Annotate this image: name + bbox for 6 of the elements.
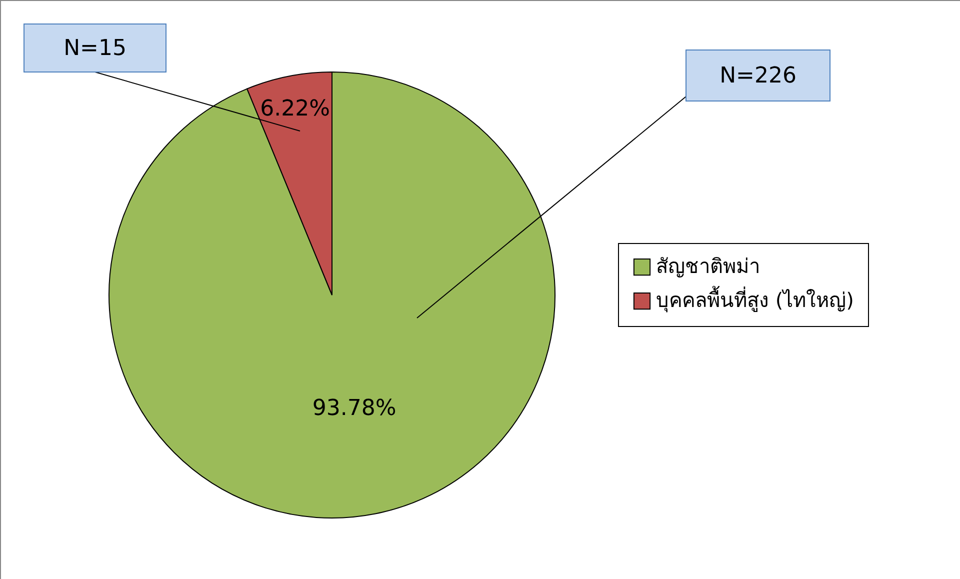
legend-label: สัญชาติพม่า: [656, 254, 760, 278]
data-label: 93.78%: [312, 396, 396, 421]
legend-label: บุคคลพื้นที่สูง (ไทใหญ่): [656, 286, 854, 313]
text: N=15: [64, 36, 126, 61]
text: N=226: [720, 64, 796, 88]
data-label: 6.22%: [260, 96, 330, 122]
